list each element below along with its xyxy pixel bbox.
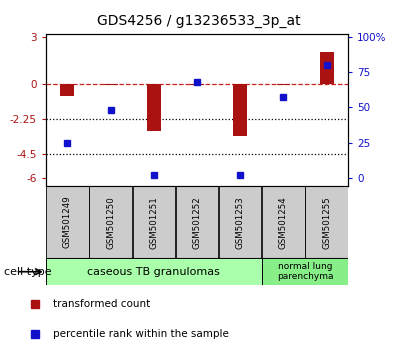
Bar xyxy=(133,186,175,258)
Text: GSM501252: GSM501252 xyxy=(193,196,201,249)
Text: GSM501251: GSM501251 xyxy=(149,196,158,249)
Text: caseous TB granulomas: caseous TB granulomas xyxy=(88,267,220,277)
Bar xyxy=(233,84,247,136)
Bar xyxy=(190,84,204,85)
Bar xyxy=(262,186,304,258)
Bar xyxy=(46,186,88,258)
Bar xyxy=(306,186,348,258)
Text: GSM501255: GSM501255 xyxy=(322,196,331,249)
Text: GSM501254: GSM501254 xyxy=(279,196,288,249)
Bar xyxy=(262,258,348,285)
Bar xyxy=(46,258,262,285)
Text: normal lung
parenchyma: normal lung parenchyma xyxy=(277,262,333,281)
Bar xyxy=(219,186,261,258)
Bar xyxy=(277,84,291,85)
Bar xyxy=(60,84,74,96)
Text: GSM501249: GSM501249 xyxy=(63,196,72,249)
Bar xyxy=(320,52,334,84)
Bar xyxy=(176,186,218,258)
Text: percentile rank within the sample: percentile rank within the sample xyxy=(53,329,229,339)
Bar xyxy=(103,84,117,85)
Bar xyxy=(147,84,161,131)
Text: GDS4256 / g13236533_3p_at: GDS4256 / g13236533_3p_at xyxy=(97,14,301,28)
Text: transformed count: transformed count xyxy=(53,299,150,309)
Text: cell type: cell type xyxy=(4,267,52,277)
Text: GSM501253: GSM501253 xyxy=(236,196,245,249)
Text: GSM501250: GSM501250 xyxy=(106,196,115,249)
Bar xyxy=(90,186,132,258)
